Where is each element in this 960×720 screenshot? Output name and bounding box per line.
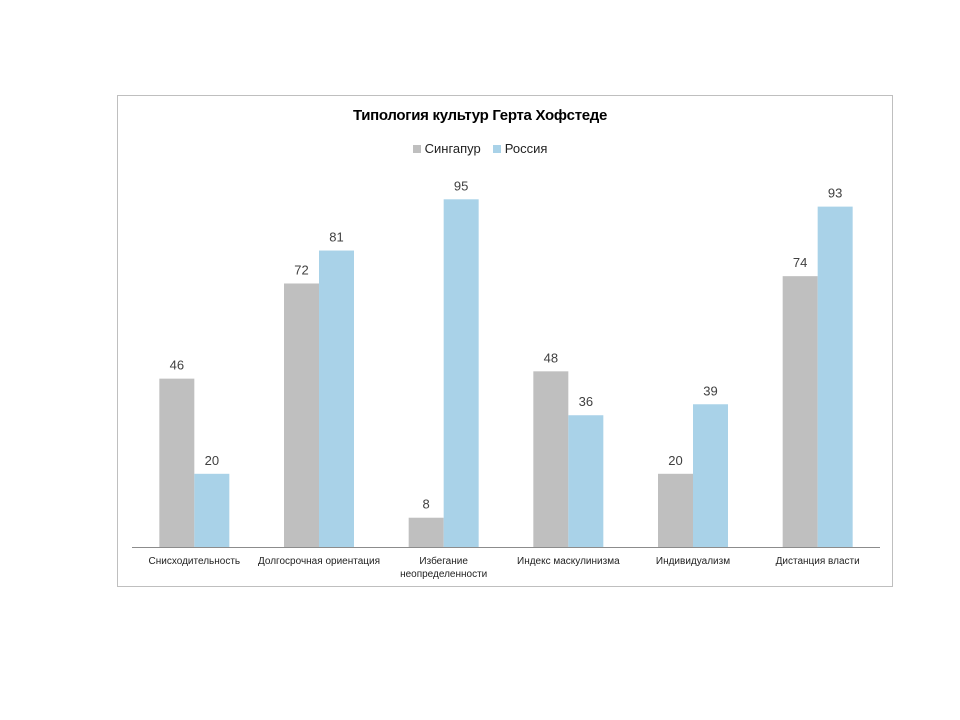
data-label-singapore-0: 46 (170, 358, 184, 373)
bar-russia-4 (693, 404, 728, 547)
data-label-russia-4: 39 (703, 383, 717, 398)
data-label-singapore-3: 48 (544, 350, 558, 365)
category-label-5: Дистанция власти (776, 556, 860, 567)
category-label-1: Долгосрочная ориентация (258, 556, 380, 567)
data-label-russia-5: 93 (828, 186, 842, 201)
bar-russia-1 (319, 250, 354, 548)
legend-swatch-singapore (412, 144, 421, 153)
data-label-singapore-1: 72 (294, 262, 308, 277)
data-label-russia-0: 20 (205, 453, 219, 468)
category-label-3: Индекс маскулинизма (517, 556, 620, 567)
bar-singapore-1 (284, 283, 319, 547)
bar-russia-0 (194, 473, 230, 547)
data-label-russia-2: 95 (454, 178, 468, 193)
legend-label-russia: Россия (504, 141, 548, 156)
data-label-singapore-4: 20 (668, 453, 682, 468)
data-label-russia-3: 36 (579, 394, 593, 409)
bar-singapore-0 (159, 378, 195, 547)
data-label-singapore-5: 74 (793, 255, 807, 270)
data-label-russia-1: 81 (329, 230, 343, 245)
chart-title: Типология культур Герта Хофстеде (352, 107, 608, 124)
legend-label-singapore: Сингапур (424, 141, 481, 156)
bar-russia-5 (817, 206, 853, 547)
legend-swatch-russia (492, 144, 501, 153)
bar-russia-3 (568, 415, 604, 547)
data-label-singapore-2: 8 (423, 497, 430, 512)
bar-singapore-2 (408, 517, 444, 547)
legend-item-russia: Россия (492, 141, 548, 156)
bar-russia-2 (443, 199, 479, 548)
bar-singapore-5 (782, 276, 818, 547)
chart-area (117, 95, 893, 587)
legend-item-singapore: Сингапур (412, 141, 481, 156)
bar-singapore-4 (658, 473, 693, 547)
category-label-2: Избегание неопределенности (400, 555, 487, 580)
legend: Сингапур Россия (0, 141, 960, 156)
category-label-0: Снисходительность (149, 556, 241, 567)
category-label-4: Индивидуализм (656, 556, 730, 567)
bar-singapore-3 (533, 371, 569, 547)
